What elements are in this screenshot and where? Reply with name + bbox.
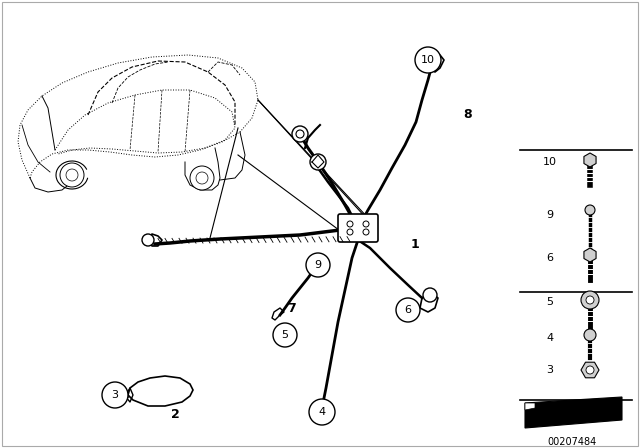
Text: 00207484: 00207484 (547, 437, 596, 447)
Text: 9: 9 (547, 210, 554, 220)
Text: 3: 3 (111, 390, 118, 400)
Text: 6: 6 (547, 253, 554, 263)
Circle shape (423, 288, 437, 302)
Circle shape (292, 126, 308, 142)
Text: 5: 5 (547, 297, 554, 307)
Circle shape (60, 163, 84, 187)
Text: 7: 7 (287, 302, 296, 314)
Circle shape (190, 166, 214, 190)
Text: 10: 10 (421, 55, 435, 65)
Circle shape (581, 291, 599, 309)
Circle shape (415, 47, 441, 73)
Circle shape (396, 298, 420, 322)
Text: 5: 5 (282, 330, 289, 340)
Circle shape (584, 329, 596, 341)
Circle shape (309, 399, 335, 425)
Text: 2: 2 (171, 409, 179, 422)
Circle shape (363, 229, 369, 235)
Circle shape (347, 229, 353, 235)
Circle shape (273, 323, 297, 347)
Circle shape (586, 366, 594, 374)
FancyBboxPatch shape (338, 214, 378, 242)
Polygon shape (128, 376, 193, 406)
Circle shape (347, 221, 353, 227)
Circle shape (315, 403, 329, 417)
Circle shape (66, 169, 78, 181)
Text: 6: 6 (404, 305, 412, 315)
Circle shape (102, 382, 128, 408)
Circle shape (296, 130, 304, 138)
Circle shape (142, 234, 154, 246)
Circle shape (585, 205, 595, 215)
Circle shape (363, 221, 369, 227)
Text: 4: 4 (547, 333, 554, 343)
Text: 10: 10 (543, 157, 557, 167)
Circle shape (310, 154, 326, 170)
Circle shape (306, 253, 330, 277)
Polygon shape (525, 397, 622, 428)
Polygon shape (525, 403, 535, 410)
Text: 9: 9 (314, 260, 321, 270)
Circle shape (586, 296, 594, 304)
Text: 1: 1 (411, 238, 419, 251)
Circle shape (196, 172, 208, 184)
Text: 8: 8 (464, 108, 472, 121)
Text: 3: 3 (547, 365, 554, 375)
Text: 4: 4 (319, 407, 326, 417)
